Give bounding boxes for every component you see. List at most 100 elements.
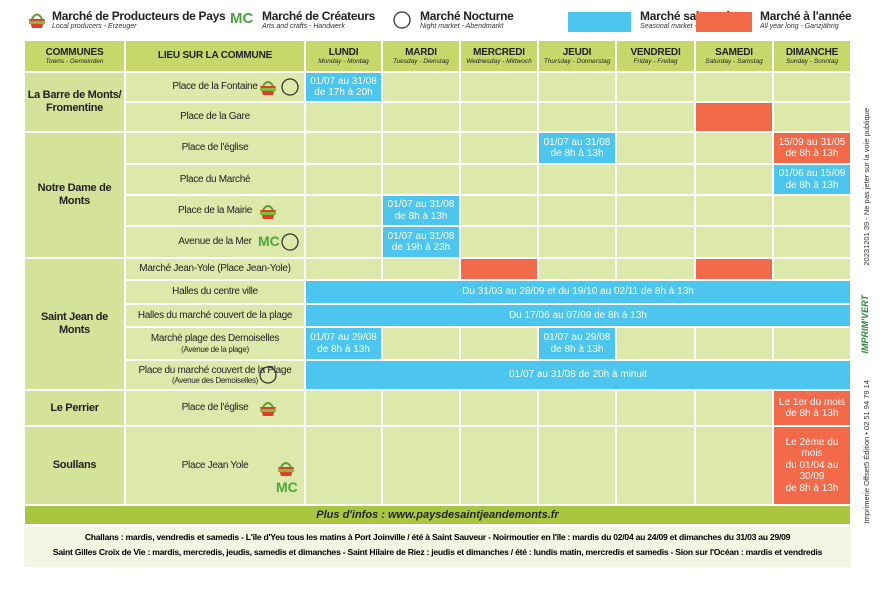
- empty-cell: [773, 327, 851, 360]
- day-name: MERCREDI: [473, 46, 525, 58]
- basket-icon: [278, 462, 294, 476]
- empty-cell: [616, 164, 695, 195]
- empty-cell: [305, 102, 382, 132]
- day-subtitle: Thursday - Donnerstag: [543, 58, 611, 66]
- empty-cell: [773, 258, 851, 280]
- empty-cell: [695, 72, 773, 102]
- moon-icon: [281, 233, 299, 251]
- day-name: SAMEDI: [715, 46, 753, 58]
- commune-cell: La Barre de Monts/ Fromentine: [24, 72, 125, 132]
- legend-subtitle: Local producers - Erzeuger: [52, 23, 137, 30]
- day-subtitle: Friday - Freitag: [633, 58, 678, 66]
- place-name: Marché plage des Demoiselles: [150, 333, 280, 345]
- empty-cell: [538, 164, 616, 195]
- empty-cell: [616, 132, 695, 164]
- day-name: MARDI: [405, 46, 437, 58]
- market-cell: Du 17/06 au 07/09 de 8h à 13h: [305, 304, 851, 327]
- market-cell: 01/07 au 29/08 de 8h à 13h: [538, 327, 616, 360]
- empty-cell: [773, 195, 851, 226]
- empty-cell: [695, 327, 773, 360]
- market-cell: 01/06 au 15/09 de 8h à 13h: [773, 164, 851, 195]
- empty-cell: [382, 390, 460, 426]
- market-cell: 01/07 au 31/08 de 8h à 13h: [382, 195, 460, 226]
- empty-cell: [695, 195, 773, 226]
- header-cell: LUNDI Monday - Montag: [305, 40, 382, 72]
- empty-cell: [538, 102, 616, 132]
- empty-cell: [460, 164, 538, 195]
- empty-cell: [616, 390, 695, 426]
- place-cell: Place de l'église: [125, 132, 305, 164]
- header-cell: LIEU SUR LA COMMUNE: [125, 40, 305, 72]
- empty-cell: [460, 327, 538, 360]
- basket-icon: [29, 13, 45, 28]
- place-cell: Place Jean Yole: [125, 426, 305, 505]
- empty-cell: [382, 426, 460, 505]
- empty-cell: [616, 327, 695, 360]
- legend-title: Marché Nocturne: [420, 9, 514, 23]
- empty-cell: [616, 258, 695, 280]
- place-name: Place de la Gare: [180, 111, 250, 123]
- empty-cell: [382, 164, 460, 195]
- moon-icon: [281, 78, 299, 96]
- empty-cell: [616, 195, 695, 226]
- empty-cell: [382, 102, 460, 132]
- place-cell: Place du Marché: [125, 164, 305, 195]
- legend-subtitle: Arts and crafts - Handwerk: [262, 23, 345, 30]
- empty-cell: [538, 226, 616, 258]
- legend-title: Marché à l'année: [760, 9, 852, 23]
- imprimvert-logo: IMPRIM'VERT: [860, 295, 870, 354]
- empty-cell: [460, 226, 538, 258]
- empty-cell: [773, 226, 851, 258]
- day-name: DIMANCHE: [785, 46, 839, 58]
- empty-cell: [305, 226, 382, 258]
- header-title: COMMUNES: [45, 46, 104, 58]
- commune-cell: Notre Dame de Monts: [24, 132, 125, 258]
- commune-cell: Le Perrier: [24, 390, 125, 426]
- place-cell: Place de la Fontaine: [125, 72, 305, 102]
- empty-cell: [382, 132, 460, 164]
- empty-cell: [305, 132, 382, 164]
- notice-text: 20231201 39 - Ne pas jeter sur la voie p…: [862, 108, 871, 266]
- header-cell: MARDI Tuesday - Dienstag: [382, 40, 460, 72]
- market-cell: [695, 102, 773, 132]
- day-subtitle: Tuesday - Dienstag: [393, 58, 449, 66]
- legend-subtitle: All year long - Ganzjährig: [760, 23, 839, 30]
- header-cell: SAMEDI Saturday - Samstag: [695, 40, 773, 72]
- legend-subtitle: Night market - Abendmarkt: [420, 23, 504, 30]
- place-subtitle: (Avenue des Demoiselles): [171, 376, 259, 386]
- empty-cell: [460, 390, 538, 426]
- empty-cell: [616, 102, 695, 132]
- empty-cell: [460, 426, 538, 505]
- empty-cell: [305, 164, 382, 195]
- empty-cell: [305, 258, 382, 280]
- footer-box: Challans : mardis, vendredis et samedis …: [24, 527, 851, 567]
- footer-line: Challans : mardis, vendredis et samedis …: [84, 532, 791, 542]
- empty-cell: [616, 226, 695, 258]
- empty-cell: [460, 195, 538, 226]
- empty-cell: [460, 102, 538, 132]
- empty-cell: [382, 258, 460, 280]
- basket-icon: [260, 81, 276, 95]
- empty-cell: [616, 426, 695, 505]
- empty-cell: [460, 72, 538, 102]
- market-cell: 15/09 au 31/05 de 8h à 13h: [773, 132, 851, 164]
- place-name: Avenue de la Mer: [178, 236, 252, 248]
- moon-icon: [393, 11, 411, 29]
- place-cell: Halles du centre ville: [125, 280, 305, 304]
- day-subtitle: Wednesday - Mittwoch: [466, 58, 532, 66]
- info-bar: Plus d'infos : www.paysdesaintjeandemont…: [24, 505, 851, 525]
- mc-icon: MC: [230, 10, 254, 27]
- place-cell: Marché Jean-Yole (Place Jean-Yole): [125, 258, 305, 280]
- market-cell: 01/07 au 31/08 de 8h à 13h: [538, 132, 616, 164]
- place-cell: Place de la Gare: [125, 102, 305, 132]
- empty-cell: [773, 72, 851, 102]
- market-cell: 01/07 au 31/08 de 20h à minuit: [305, 360, 851, 390]
- empty-cell: [773, 102, 851, 132]
- market-cell: 01/07 au 29/08 de 8h à 13h: [305, 327, 382, 360]
- market-cell: Le 1er du mois de 8h à 13h: [773, 390, 851, 426]
- legend-title: Marché de Producteurs de Pays: [52, 9, 226, 23]
- market-cell: 01/07 au 31/08 de 19h à 23h: [382, 226, 460, 258]
- day-subtitle: Saturday - Samstag: [705, 58, 763, 66]
- empty-cell: [538, 258, 616, 280]
- market-cell: [695, 258, 773, 280]
